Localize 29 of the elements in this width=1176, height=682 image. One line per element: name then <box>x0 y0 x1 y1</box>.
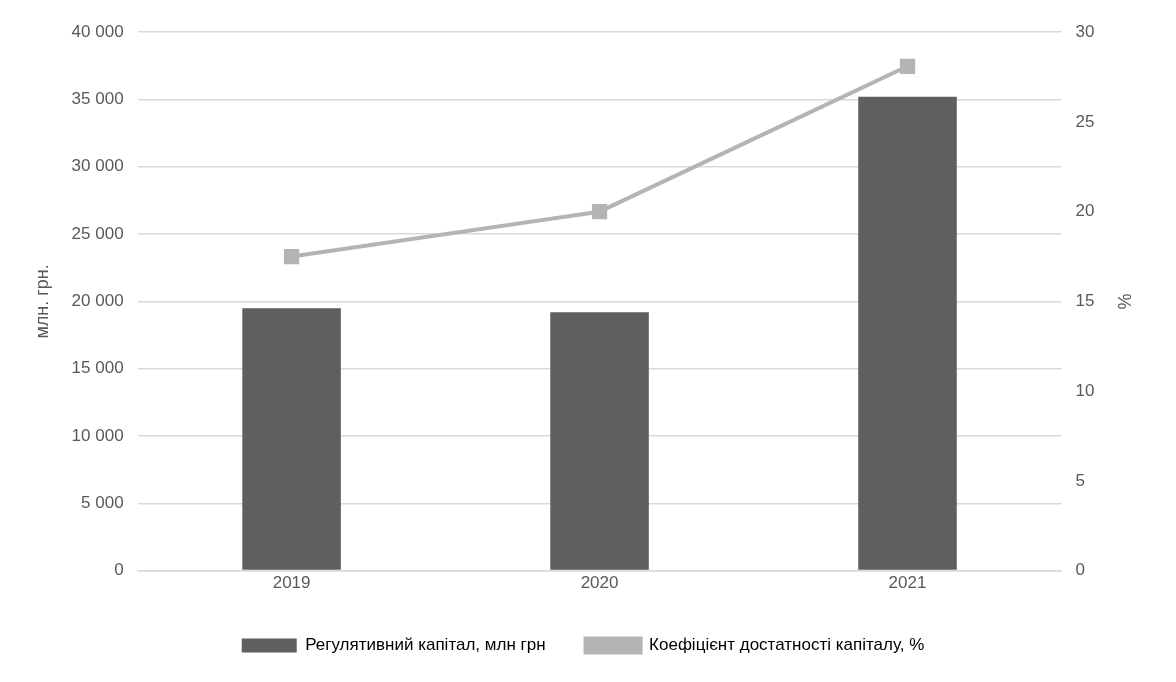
y-axis-title: млн. грн. <box>31 264 52 339</box>
y2-axis-title: % <box>1114 293 1135 310</box>
legend-label: Коефіцієнт достатності капіталу, % <box>649 635 925 655</box>
y2-tick-label: 30 <box>1075 21 1095 41</box>
y-tick-label: 0 <box>114 560 124 580</box>
y-tick-label: 5 000 <box>81 492 124 512</box>
y-tick-label: 40 000 <box>71 21 124 41</box>
y-tick-label: 25 000 <box>71 223 124 243</box>
point <box>591 204 608 220</box>
y-tick-label: 10 000 <box>71 425 124 445</box>
y2-tick-label: 0 <box>1075 560 1085 580</box>
y2-tick-label: 5 <box>1075 470 1085 490</box>
y-tick-label: 30 000 <box>71 156 124 176</box>
legend-label: Регулятивний капітал, млн грн <box>305 635 546 655</box>
y2-tick-label: 10 <box>1075 380 1095 400</box>
x-tick-label: 2019 <box>272 573 311 593</box>
y2-tick-label: 20 <box>1075 201 1095 221</box>
x-tick-label: 2021 <box>888 573 927 593</box>
x-tick-label: 2020 <box>580 573 619 593</box>
y-tick-label: 20 000 <box>71 291 124 311</box>
point <box>899 58 916 74</box>
bar <box>242 308 341 570</box>
bar <box>550 312 649 570</box>
bar <box>858 96 957 570</box>
y2-tick-label: 25 <box>1075 111 1095 131</box>
y2-tick-label: 15 <box>1075 291 1095 311</box>
point <box>283 248 300 265</box>
y-tick-label: 15 000 <box>71 358 124 378</box>
y-tick-label: 35 000 <box>71 89 124 109</box>
